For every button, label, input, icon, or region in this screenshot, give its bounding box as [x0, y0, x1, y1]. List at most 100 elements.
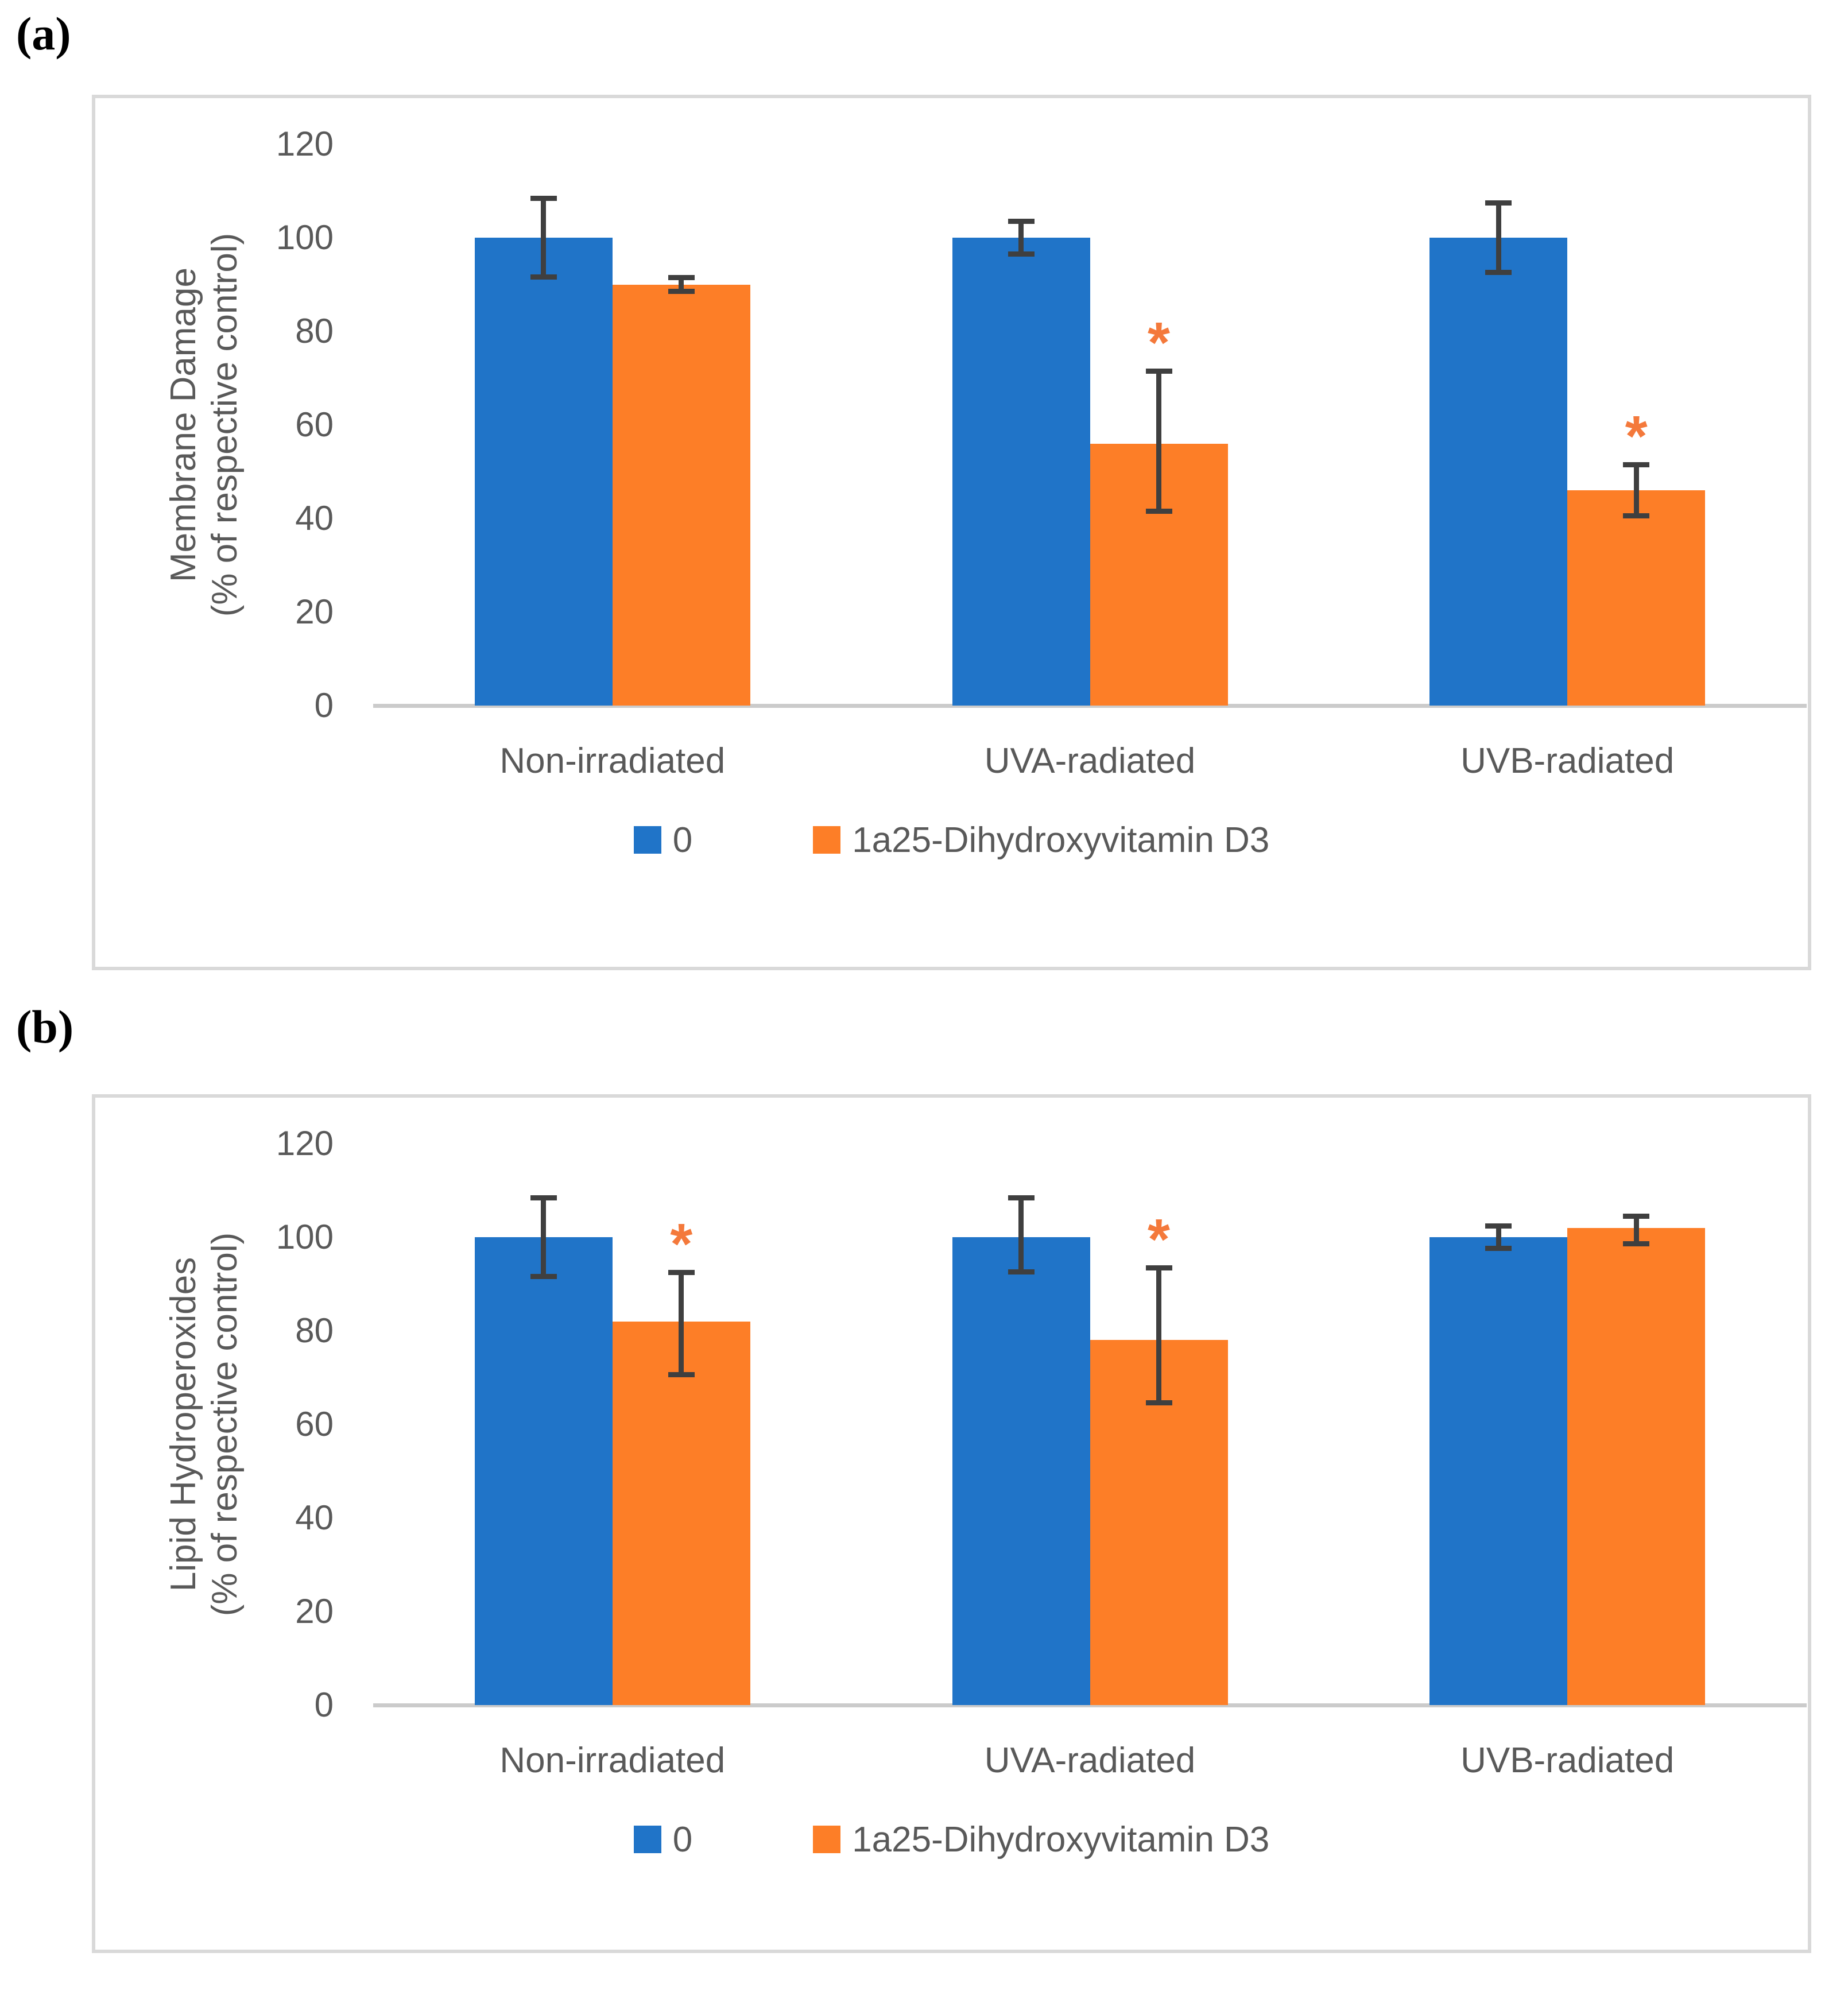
error-bar-line: [541, 1195, 547, 1280]
legend-label: 0: [672, 1819, 693, 1859]
x-category-label: Non-irradiated: [499, 741, 726, 781]
error-bar: [1623, 462, 1650, 518]
panel-b-chart: Lipid Hydroperoxides (% of respective co…: [92, 1094, 1811, 1953]
panel-a-label: (a): [16, 7, 71, 60]
error-bar-cap-bottom: [1008, 1269, 1035, 1275]
error-bar-cap-top: [1008, 219, 1035, 224]
x-category-label: UVA-radiated: [984, 741, 1196, 781]
significance-asterisk: *: [1625, 404, 1648, 469]
error-bar-cap-top: [1008, 1195, 1035, 1200]
error-bar-cap-bottom: [1485, 270, 1512, 276]
error-bar: [1485, 1223, 1512, 1252]
legend-swatch: [633, 1826, 661, 1853]
legend: 0 1a25-Dihydroxyvitamin D3: [95, 1819, 1808, 1860]
x-category-label: UVB-radiated: [1460, 1741, 1675, 1780]
error-bar-line: [679, 275, 684, 294]
error-bar-cap-bottom: [668, 288, 695, 294]
error-bar-line: [1633, 462, 1639, 518]
error-bar-cap-top: [1623, 462, 1650, 468]
error-bar: [1145, 1265, 1172, 1406]
significance-asterisk: *: [1148, 1207, 1170, 1272]
bar-blue: [1429, 1237, 1568, 1705]
error-bar: [668, 275, 695, 294]
bar-blue: [474, 238, 613, 706]
bar-orange: [612, 1321, 750, 1705]
error-bar-cap-bottom: [1145, 508, 1172, 514]
error-bar: [1485, 200, 1512, 276]
bar-blue: [1429, 238, 1568, 706]
legend: 0 1a25-Dihydroxyvitamin D3: [95, 819, 1808, 861]
error-bar-cap-bottom: [668, 1372, 695, 1378]
y-tick-label: 40: [295, 499, 334, 537]
error-bar-cap-bottom: [1145, 1400, 1172, 1406]
legend-swatch: [813, 1826, 841, 1853]
bar-blue: [952, 1237, 1090, 1705]
legend-label: 1a25-Dihydroxyvitamin D3: [852, 820, 1270, 860]
x-category-label: Non-irradiated: [499, 1741, 726, 1780]
x-category-label: UVA-radiated: [984, 1741, 1196, 1780]
error-bar: [1623, 1214, 1650, 1247]
error-bar: [530, 1195, 557, 1280]
bar-orange: [612, 284, 750, 706]
y-tick-label: 100: [276, 218, 334, 257]
error-bar-cap-top: [1485, 1223, 1512, 1229]
error-bar-cap-top: [1623, 1214, 1650, 1219]
significance-asterisk: *: [670, 1212, 693, 1277]
y-tick-label: 20: [295, 1592, 334, 1630]
error-bar-cap-top: [1145, 1265, 1172, 1270]
error-bar-cap-bottom: [1008, 251, 1035, 257]
error-bar-line: [541, 195, 547, 280]
error-bar-line: [1156, 369, 1161, 514]
y-tick-label: 20: [295, 592, 334, 631]
panel-a-chart: Membrane Damage (% of respective control…: [92, 95, 1811, 970]
error-bar-cap-bottom: [1485, 1246, 1512, 1252]
error-bar-line: [1496, 200, 1501, 276]
bar-blue: [952, 238, 1090, 706]
error-bar: [1008, 219, 1035, 257]
legend-item: 0: [633, 820, 693, 861]
x-category-label: UVB-radiated: [1460, 741, 1675, 781]
legend-item: 1a25-Dihydroxyvitamin D3: [813, 820, 1269, 861]
error-bar-cap-top: [668, 275, 695, 281]
panel-b-label: (b): [16, 1001, 74, 1053]
y-tick-label: 0: [314, 686, 334, 725]
y-tick-label: 120: [276, 125, 334, 163]
y-tick-label: 60: [295, 405, 334, 444]
error-bar-cap-top: [530, 1195, 557, 1200]
error-bar-cap-bottom: [530, 274, 557, 280]
error-bar-line: [679, 1270, 684, 1378]
error-bar-line: [1156, 1265, 1161, 1406]
legend-label: 0: [672, 820, 693, 860]
y-tick-label: 100: [276, 1218, 334, 1256]
bar-blue: [474, 1237, 613, 1705]
y-tick-label: 80: [295, 312, 334, 350]
error-bar-line: [1018, 219, 1024, 257]
error-bar-cap-top: [530, 195, 557, 201]
y-tick-label: 40: [295, 1498, 334, 1537]
error-bar-cap-bottom: [1623, 513, 1650, 518]
error-bar: [530, 195, 557, 280]
error-bar-line: [1018, 1195, 1024, 1275]
error-bar-line: [1496, 1223, 1501, 1252]
legend-swatch: [813, 826, 841, 854]
y-tick-label: 120: [276, 1124, 334, 1163]
error-bar-line: [1633, 1214, 1639, 1247]
legend-item: 1a25-Dihydroxyvitamin D3: [813, 1819, 1269, 1860]
bar-orange: [1567, 1227, 1706, 1705]
error-bar: [1145, 369, 1172, 514]
x-axis-line: [373, 704, 1807, 708]
legend-label: 1a25-Dihydroxyvitamin D3: [852, 1819, 1270, 1859]
error-bar-cap-top: [1145, 369, 1172, 374]
error-bar-cap-bottom: [1623, 1241, 1650, 1247]
legend-swatch: [633, 826, 661, 854]
error-bar-cap-bottom: [530, 1274, 557, 1280]
error-bar-cap-top: [1485, 200, 1512, 206]
error-bar: [668, 1270, 695, 1378]
y-tick-label: 0: [314, 1686, 334, 1724]
legend-item: 0: [633, 1819, 693, 1860]
x-axis-line: [373, 1703, 1807, 1707]
y-tick-label: 60: [295, 1405, 334, 1443]
significance-asterisk: *: [1148, 311, 1170, 375]
error-bar-cap-top: [668, 1270, 695, 1276]
